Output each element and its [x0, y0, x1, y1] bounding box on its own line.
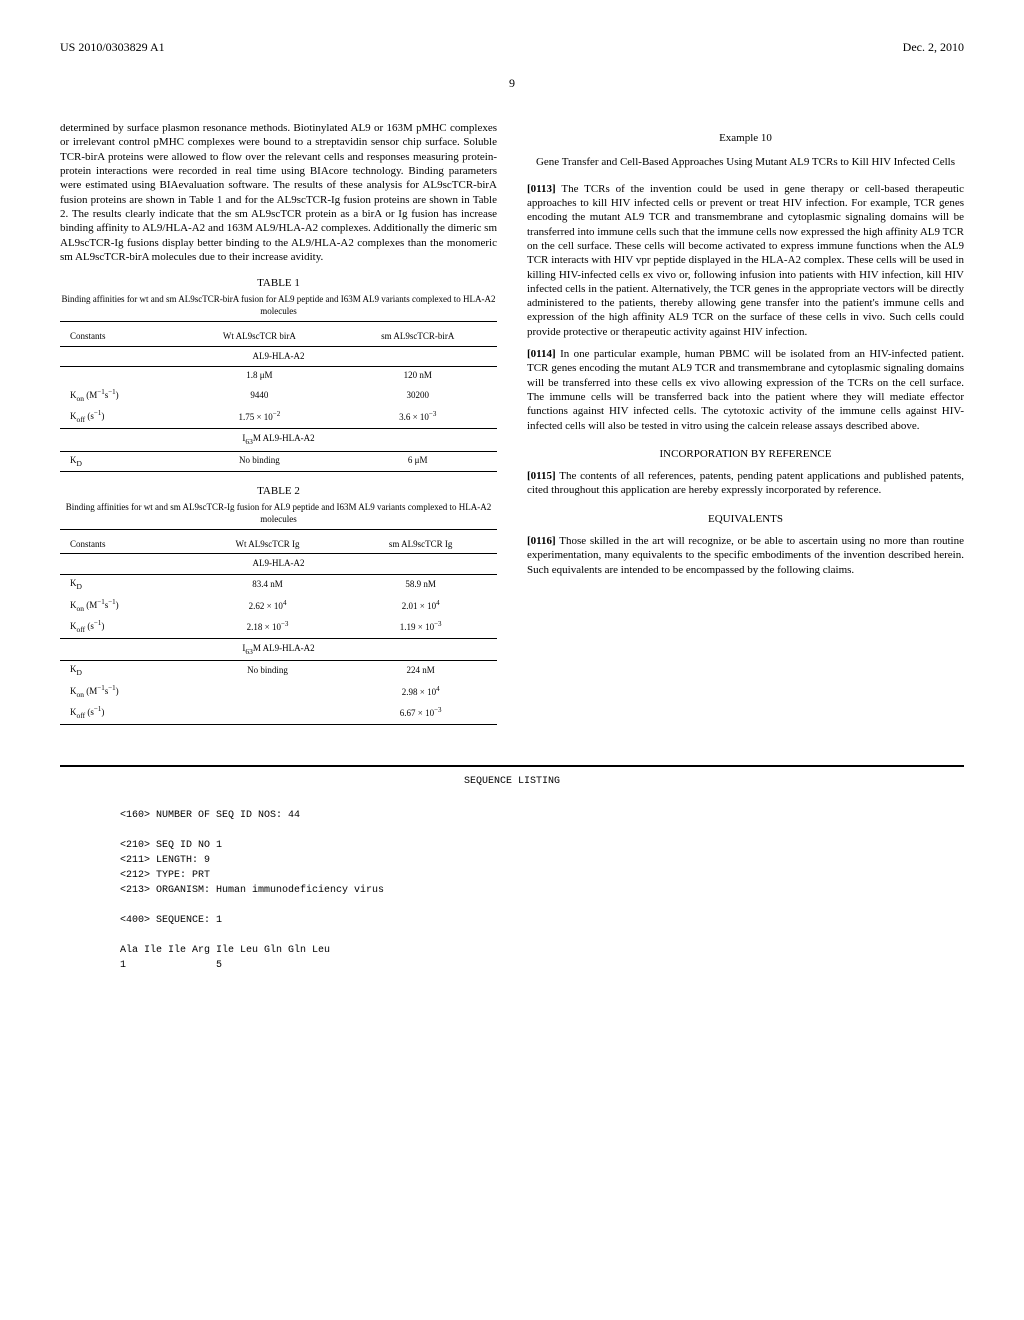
- table1-section1: AL9-HLA-A2: [60, 346, 497, 367]
- table1-section2: I63M AL9-HLA-A2: [60, 428, 497, 451]
- table-row: KD 83.4 nM 58.9 nM: [60, 575, 497, 595]
- seq-line: <213> ORGANISM: Human immunodeficiency v…: [120, 883, 964, 898]
- seq-line: 1 5: [120, 958, 964, 973]
- page-header: US 2010/0303829 A1 Dec. 2, 2010: [60, 40, 964, 56]
- table1-header-sm: sm AL9scTCR-birA: [338, 328, 497, 346]
- continuation-paragraph: determined by surface plasmon resonance …: [60, 121, 497, 264]
- table-row: Koff (s−1) 2.18 × 10−3 1.19 × 10−3: [60, 616, 497, 638]
- table-row: Koff (s−1) 6.67 × 10−3: [60, 702, 497, 724]
- table-row: KD No binding 6 μM: [60, 451, 497, 472]
- seq-line: <400> SEQUENCE: 1: [120, 913, 964, 928]
- table-row: KD No binding 224 nM: [60, 661, 497, 681]
- table2-title: TABLE 2: [60, 484, 497, 498]
- paragraph-115: [0115] The contents of all references, p…: [527, 469, 964, 498]
- publication-date: Dec. 2, 2010: [903, 40, 964, 56]
- table1-header-wt: Wt AL9scTCR birA: [180, 328, 338, 346]
- table1-subtitle: Binding affinities for wt and sm AL9scTC…: [60, 294, 497, 321]
- para-number-114: [0114]: [527, 348, 556, 360]
- sequence-listing-section: SEQUENCE LISTING <160> NUMBER OF SEQ ID …: [60, 765, 964, 973]
- paragraph-116: [0116] Those skilled in the art will rec…: [527, 534, 964, 577]
- page-number: 9: [60, 76, 964, 92]
- content-columns: determined by surface plasmon resonance …: [60, 121, 964, 735]
- table2-header-sm: sm AL9scTCR Ig: [344, 536, 497, 554]
- para-number-116: [0116]: [527, 535, 556, 547]
- right-column: Example 10 Gene Transfer and Cell-Based …: [527, 121, 964, 735]
- table-row: Kon (M−1s−1) 2.98 × 104: [60, 681, 497, 703]
- incorporation-heading: INCORPORATION BY REFERENCE: [527, 447, 964, 461]
- table1-header-constants: Constants: [60, 328, 180, 346]
- seq-line: <160> NUMBER OF SEQ ID NOS: 44: [120, 808, 964, 823]
- equivalents-heading: EQUIVALENTS: [527, 512, 964, 526]
- para-number-113: [0113]: [527, 183, 556, 195]
- example-number: Example 10: [527, 131, 964, 145]
- table2-section2: I63M AL9-HLA-A2: [60, 638, 497, 661]
- sequence-listing-title: SEQUENCE LISTING: [60, 775, 964, 788]
- paragraph-113: [0113] The TCRs of the invention could b…: [527, 182, 964, 339]
- table2-header-wt: Wt AL9scTCR Ig: [191, 536, 345, 554]
- table2: Constants Wt AL9scTCR Ig sm AL9scTCR Ig …: [60, 536, 497, 725]
- table-row: Koff (s−1) 1.75 × 10−2 3.6 × 10−3: [60, 406, 497, 428]
- left-column: determined by surface plasmon resonance …: [60, 121, 497, 735]
- publication-number: US 2010/0303829 A1: [60, 40, 165, 56]
- seq-line: Ala Ile Ile Arg Ile Leu Gln Gln Leu: [120, 943, 964, 958]
- para-number-115: [0115]: [527, 470, 556, 482]
- table-row: Kon (M−1s−1) 9440 30200: [60, 385, 497, 407]
- paragraph-114: [0114] In one particular example, human …: [527, 347, 964, 433]
- table-row: 1.8 μM 120 nM: [60, 367, 497, 385]
- table2-subtitle: Binding affinities for wt and sm AL9scTC…: [60, 502, 497, 529]
- seq-line: <210> SEQ ID NO 1: [120, 838, 964, 853]
- seq-line: <211> LENGTH: 9: [120, 853, 964, 868]
- table-row: Kon (M−1s−1) 2.62 × 104 2.01 × 104: [60, 595, 497, 617]
- table2-header-constants: Constants: [60, 536, 191, 554]
- seq-line: <212> TYPE: PRT: [120, 868, 964, 883]
- example-subtitle: Gene Transfer and Cell-Based Approaches …: [527, 155, 964, 169]
- sequence-content: <160> NUMBER OF SEQ ID NOS: 44 <210> SEQ…: [60, 808, 964, 973]
- table1: Constants Wt AL9scTCR birA sm AL9scTCR-b…: [60, 328, 497, 472]
- table2-section1: AL9-HLA-A2: [60, 554, 497, 575]
- table1-title: TABLE 1: [60, 276, 497, 290]
